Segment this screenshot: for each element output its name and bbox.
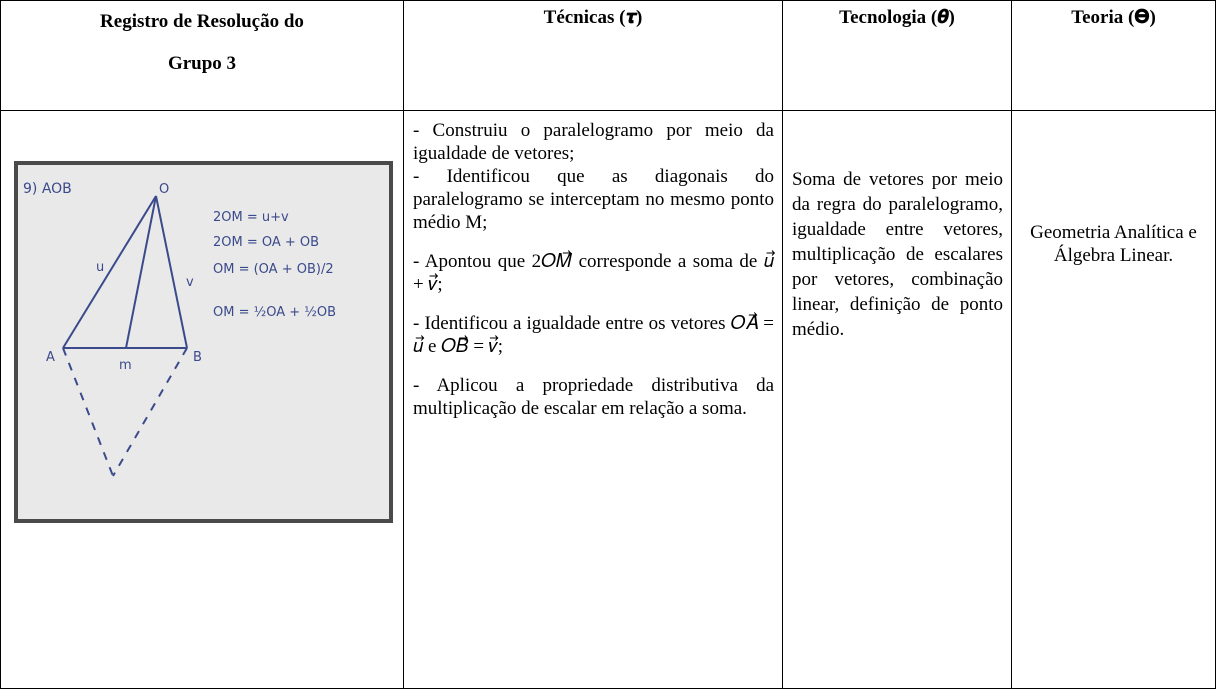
handwritten-photo: 9) AOB O A m B u v 2OM = u+v 2OM = OA + … (14, 161, 393, 523)
technique-item: - Aplicou a propriedade distributiva da … (413, 375, 774, 419)
technology-cell: Soma de vetores por meio da regra do par… (782, 110, 1012, 689)
image-label: B (193, 350, 202, 365)
header-text: Grupo 3 (167, 53, 237, 74)
header-cell: Técnicas (𝝉) (403, 0, 783, 111)
technique-item: - Construiu o paralelogramo por meio da … (413, 120, 774, 164)
sketch (62, 195, 188, 477)
header-cell: Registro de Resolução do Grupo 3 (0, 0, 404, 111)
theory-cell: Geometria Analítica e Álgebra Linear. (1011, 110, 1216, 689)
image-label: A (46, 350, 55, 365)
image-label: 9) AOB (23, 181, 72, 197)
image-label: 2OM = OA + OB (213, 235, 319, 250)
image-cell: 9) AOB O A m B u v 2OM = u+v 2OM = OA + … (0, 110, 404, 689)
header-cell: Teoria (𝚯) (1011, 0, 1216, 111)
technique-item: - Identificou que as diagonais do parale… (413, 166, 774, 233)
image-label: m (119, 358, 132, 373)
image-label: u (96, 260, 104, 275)
image-label: 2OM = u+v (213, 210, 289, 225)
image-label: O (159, 182, 169, 197)
image-label: OM = (OA + OB)/2 (213, 262, 334, 277)
header-text: Registro de Resolução do (100, 11, 304, 32)
photo-frame (14, 161, 393, 523)
technique-item: - Apontou que 2𝑂𝑀⃗ corresponde a soma de… (413, 251, 774, 295)
technique-item: - Identificou a igualdade entre os vetor… (413, 313, 774, 357)
header-cell: Tecnologia (𝜽) (782, 0, 1012, 111)
techniques-cell: - Construiu o paralelogramo por meio da … (403, 110, 783, 689)
image-label: OM = ½OA + ½OB (213, 305, 336, 320)
image-label: v (186, 275, 194, 290)
body-row: 9) AOB O A m B u v 2OM = u+v 2OM = OA + … (0, 110, 1216, 689)
header-row: Registro de Resolução do Grupo 3 Técnica… (0, 0, 1216, 111)
